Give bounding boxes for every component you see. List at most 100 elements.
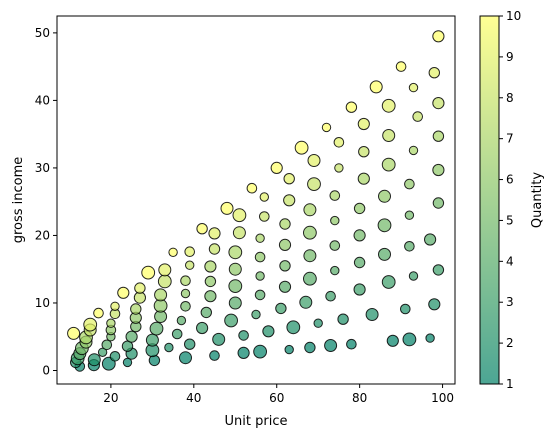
- data-point: [176, 315, 187, 326]
- data-point: [324, 339, 338, 352]
- data-point: [402, 332, 417, 347]
- data-point: [97, 347, 108, 357]
- data-point: [246, 182, 258, 194]
- data-point: [158, 263, 172, 277]
- data-point: [381, 98, 396, 113]
- data-point: [237, 346, 250, 359]
- data-point: [357, 172, 370, 185]
- data-point: [93, 307, 104, 319]
- colorbar-tick-label: 8: [506, 91, 514, 105]
- data-point: [357, 117, 370, 131]
- x-tick-label: 100: [431, 391, 454, 405]
- data-point: [307, 154, 321, 167]
- data-point: [283, 173, 295, 185]
- data-point: [353, 283, 366, 296]
- data-point: [381, 157, 396, 172]
- data-point: [125, 330, 138, 343]
- data-point: [395, 61, 407, 72]
- data-point: [204, 275, 217, 288]
- data-point: [253, 344, 268, 359]
- points-layer: [67, 30, 445, 372]
- data-point: [382, 129, 396, 142]
- data-point: [337, 313, 349, 325]
- data-point: [408, 145, 419, 156]
- colorbar-tick-label: 1: [506, 377, 514, 391]
- data-point: [279, 218, 291, 230]
- y-tick-label: 20: [35, 228, 50, 242]
- data-point: [425, 333, 435, 343]
- data-point: [83, 317, 98, 332]
- data-point: [329, 240, 341, 251]
- data-point: [353, 229, 366, 242]
- colorbar-tick-label: 7: [506, 132, 514, 146]
- data-point: [157, 274, 172, 289]
- data-point: [378, 247, 391, 261]
- data-point: [110, 301, 120, 311]
- data-point: [432, 30, 445, 43]
- data-point: [180, 288, 191, 299]
- data-point: [428, 67, 440, 79]
- colorbar-tick-label: 9: [506, 50, 514, 64]
- data-point: [130, 303, 142, 315]
- data-point: [304, 341, 316, 354]
- y-tick-label: 50: [35, 26, 50, 40]
- data-point: [185, 260, 195, 270]
- data-point: [220, 201, 234, 215]
- x-axis-label: Unit price: [225, 414, 288, 429]
- data-point: [321, 122, 332, 133]
- data-point: [432, 197, 445, 209]
- colorbar-ticks: 1 2 3 4 5 6 7 8 9 10: [499, 9, 521, 391]
- data-point: [404, 241, 415, 252]
- data-point: [184, 338, 196, 350]
- data-point: [251, 309, 261, 320]
- y-axis-label: gross income: [11, 157, 26, 244]
- data-point: [87, 353, 101, 367]
- data-point: [254, 289, 266, 301]
- data-point: [134, 282, 146, 294]
- colorbar-tick-label: 5: [506, 213, 514, 227]
- data-point: [232, 208, 247, 223]
- data-point: [432, 130, 445, 142]
- data-point: [275, 302, 287, 315]
- data-point: [228, 245, 243, 260]
- data-point: [284, 344, 294, 355]
- data-point: [204, 260, 217, 273]
- data-point: [404, 210, 415, 220]
- data-point: [109, 351, 121, 362]
- x-axis: 20 40 60 80 100: [103, 384, 454, 405]
- data-point: [278, 280, 292, 293]
- data-point: [232, 226, 246, 240]
- data-point: [164, 342, 174, 353]
- colorbar-tick-label: 6: [506, 173, 514, 187]
- y-tick-label: 0: [42, 363, 50, 377]
- data-point: [381, 275, 396, 289]
- colorbar-tick-label: 10: [506, 9, 521, 23]
- y-tick-label: 30: [35, 161, 50, 175]
- data-point: [404, 178, 415, 190]
- data-point: [329, 190, 341, 201]
- y-axis: 0 10 20 30 40 50: [35, 26, 57, 377]
- data-point: [307, 177, 321, 192]
- data-point: [334, 163, 344, 173]
- data-point: [377, 218, 392, 233]
- data-point: [408, 271, 419, 281]
- data-point: [122, 357, 133, 368]
- data-point: [286, 320, 301, 335]
- data-point: [209, 350, 220, 361]
- y-tick-label: 10: [35, 296, 50, 310]
- x-tick-label: 40: [186, 391, 201, 405]
- data-point: [141, 265, 156, 280]
- data-point: [303, 249, 317, 263]
- data-point: [145, 333, 159, 347]
- data-point: [208, 227, 221, 240]
- data-point: [294, 140, 309, 155]
- data-point: [179, 351, 192, 365]
- data-point: [196, 223, 208, 235]
- data-point: [278, 238, 292, 251]
- data-point: [168, 247, 178, 258]
- data-point: [378, 189, 391, 203]
- data-point: [283, 194, 296, 207]
- data-point: [255, 271, 265, 281]
- x-tick-label: 60: [269, 391, 284, 405]
